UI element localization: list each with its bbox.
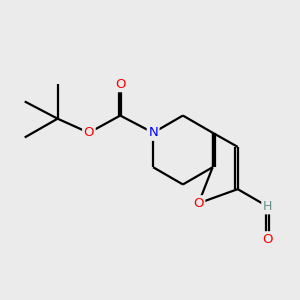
Text: O: O [115, 78, 125, 91]
Text: N: N [148, 126, 158, 139]
Text: O: O [262, 233, 273, 246]
Text: O: O [84, 126, 94, 139]
Text: O: O [193, 197, 204, 210]
Text: H: H [263, 200, 272, 213]
